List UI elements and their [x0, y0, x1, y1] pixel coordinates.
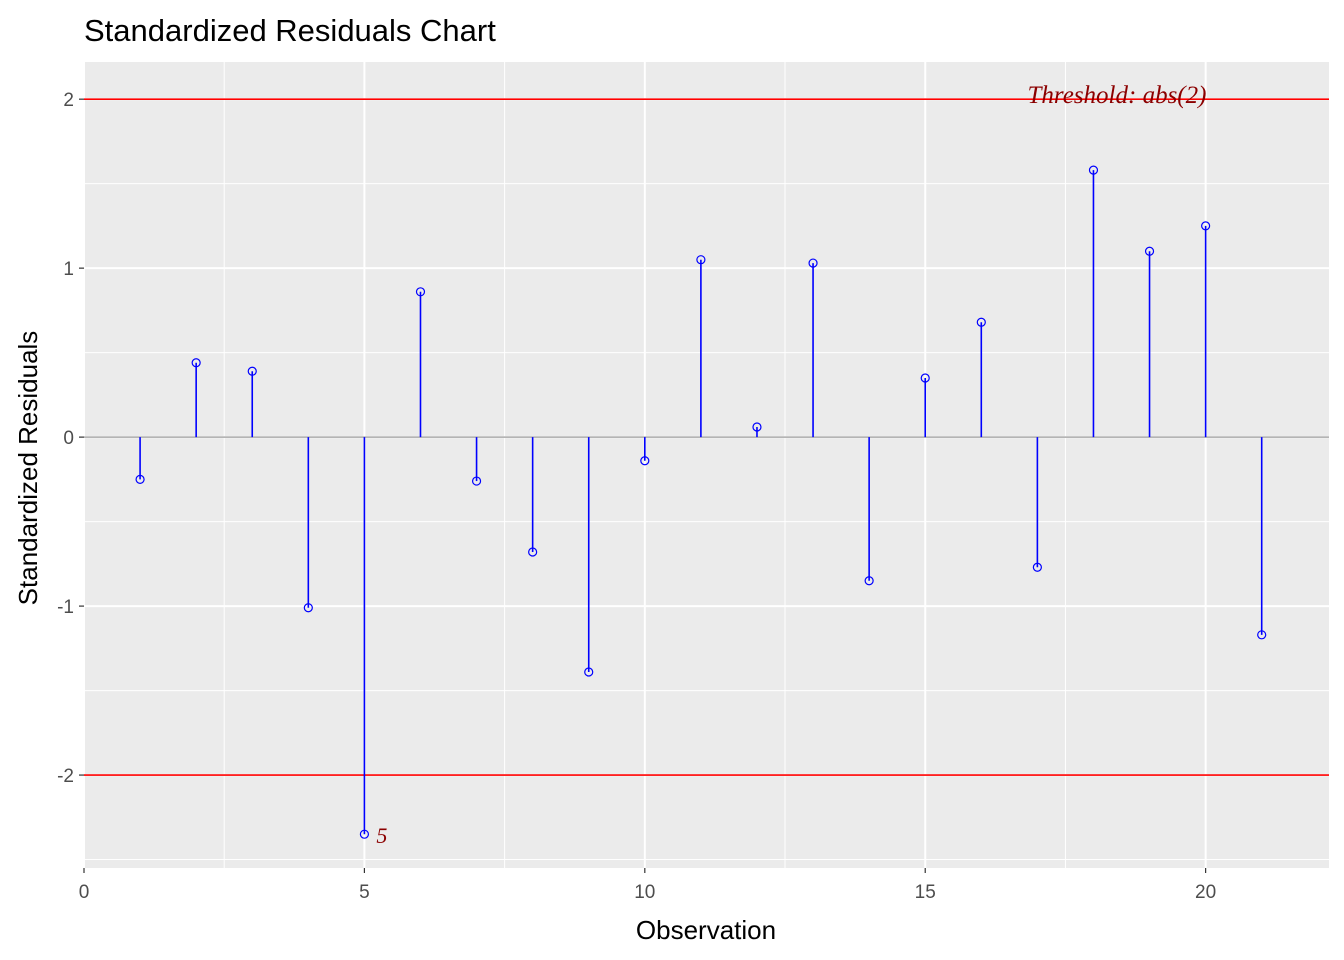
plot-panel	[84, 62, 1329, 868]
point-label: 5	[376, 823, 387, 848]
data-point	[1144, 246, 1155, 256]
data-point	[864, 576, 874, 586]
x-axis-title: Observation	[636, 915, 776, 945]
data-point	[415, 287, 426, 297]
data-point	[247, 366, 257, 376]
data-point	[528, 547, 538, 557]
y-tick-label: 2	[63, 90, 74, 111]
data-point	[640, 456, 650, 466]
chart-title: Standardized Residuals Chart	[84, 13, 496, 48]
data-point	[1088, 165, 1099, 175]
data-point	[471, 476, 482, 486]
data-point	[359, 829, 370, 839]
data-point	[976, 317, 986, 327]
data-point	[1032, 562, 1042, 572]
y-tick-label: -2	[57, 766, 74, 787]
data-point	[303, 603, 313, 613]
x-tick-label: 5	[359, 882, 370, 903]
data-point	[1257, 630, 1267, 640]
threshold-label: Threshold: abs(2)	[1028, 82, 1207, 109]
data-point	[752, 422, 762, 432]
x-tick-label: 20	[1195, 882, 1216, 903]
data-point	[135, 474, 145, 484]
x-tick-label: 0	[79, 882, 90, 903]
y-tick-label: -1	[57, 597, 74, 618]
data-point	[1201, 221, 1211, 231]
plot-area: 0 5 10 15 20 -2 -1 0 1 2 Threshold: abs(2) 5	[57, 62, 1329, 903]
data-point	[920, 373, 930, 383]
data-point	[808, 258, 818, 268]
y-tick-label: 0	[63, 428, 74, 449]
y-axis-title: Standardized Residuals	[13, 331, 43, 606]
data-point	[191, 358, 201, 368]
data-point	[584, 667, 594, 677]
x-tick-label: 10	[634, 882, 655, 903]
y-tick-label: 1	[63, 259, 74, 280]
x-tick-label: 15	[915, 882, 936, 903]
data-point	[696, 255, 706, 265]
